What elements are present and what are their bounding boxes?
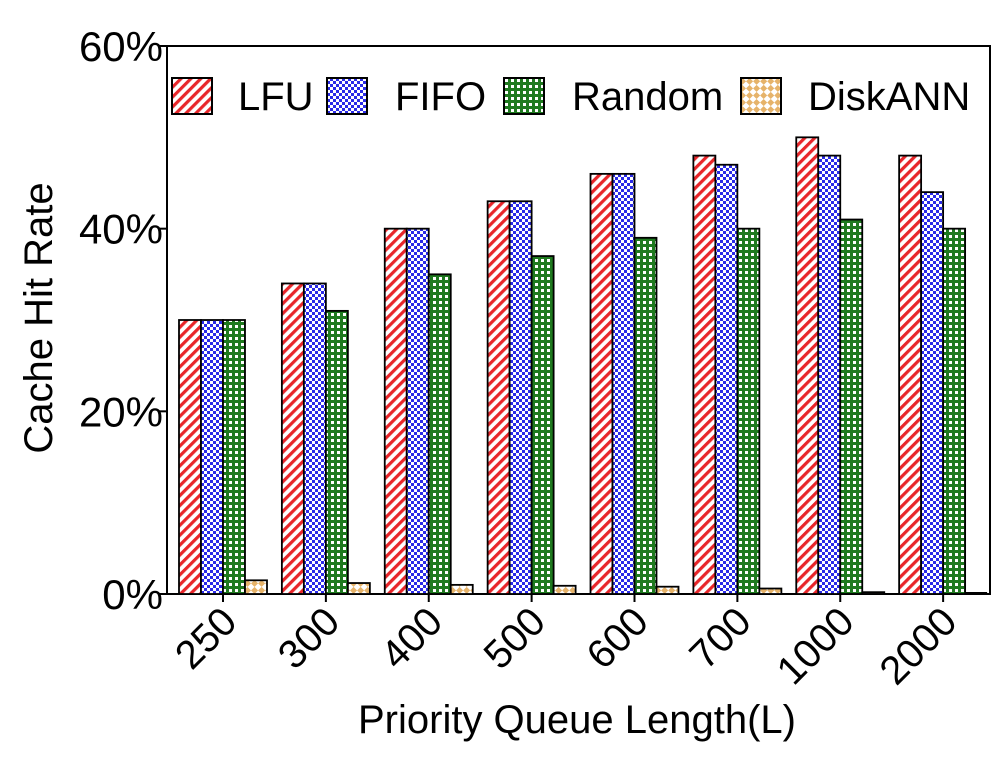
x-tick-label: 400 [373,599,451,677]
x-tick-label: 700 [681,599,759,677]
legend-label-fifo: FIFO [395,75,486,119]
bar-lfu-700 [692,154,717,595]
bar-lfu-600 [589,172,614,595]
bar-diskann-700 [758,587,783,595]
legend-label-lfu: LFU [238,75,314,119]
legend-label-diskann: DiskANN [808,75,970,119]
legend-swatch-diskann [740,77,782,115]
bar-fifo-1000 [817,154,842,595]
bar-fifo-2000 [920,191,945,595]
bar-fifo-300 [302,282,327,595]
bar-lfu-300 [280,282,305,595]
legend-swatch-lfu [171,77,213,115]
legend: LFU FIFO Random DiskANN [171,75,970,119]
bar-random-300 [324,309,349,595]
bar-lfu-250 [178,319,202,595]
bar-random-1000 [839,218,864,595]
bar-fifo-250 [200,319,224,595]
bar-fifo-600 [611,172,636,595]
bar-random-2000 [942,227,967,595]
bars [178,136,988,595]
bar-lfu-400 [383,227,408,595]
x-tick-label: 250 [167,599,245,677]
bar-lfu-2000 [898,154,923,595]
bar-diskann-500 [552,584,577,595]
x-axis-label: Priority Queue Length(L) [358,698,796,742]
bar-fifo-700 [714,163,739,595]
y-tick-label: 20% [79,388,163,435]
legend-swatch-random [503,77,545,115]
bar-random-400 [427,273,452,595]
bar-random-600 [633,236,658,595]
y-tick-label: 60% [79,23,163,70]
legend-label-random: Random [572,75,723,119]
y-tick-label: 0% [102,571,163,618]
plot-frame [166,45,991,595]
legend-swatch-fifo [326,77,368,115]
x-tick-label: 500 [476,599,554,677]
bar-diskann-400 [449,583,474,595]
bar-diskann-1000 [861,591,886,595]
bar-random-500 [530,255,555,595]
bar-diskann-250 [244,579,268,595]
y-axis-label: Cache Hit Rate [17,182,61,453]
bar-fifo-400 [405,227,430,595]
x-tick-label: 2000 [871,599,965,693]
bar-lfu-1000 [795,136,820,595]
x-tick-label: 600 [579,599,657,677]
bar-diskann-600 [655,585,680,595]
y-tick-label: 40% [79,206,163,253]
bar-lfu-500 [486,200,511,595]
x-tick-label: 300 [270,599,348,677]
bar-diskann-300 [346,582,371,595]
bar-fifo-500 [508,200,533,595]
x-tick-label: 1000 [769,599,863,693]
bar-random-700 [736,227,761,595]
bar-random-250 [222,319,246,595]
